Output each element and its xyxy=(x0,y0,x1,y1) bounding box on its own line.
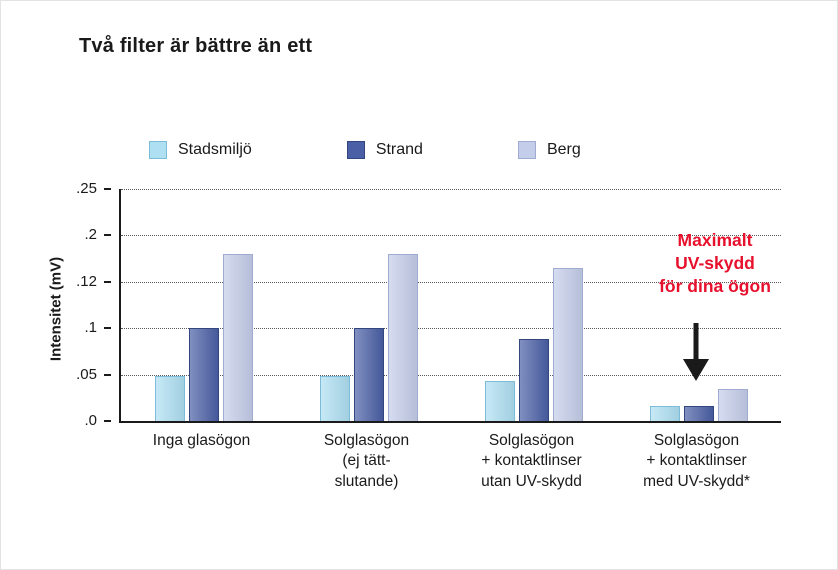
legend-item: Berg xyxy=(517,141,581,159)
bar-stadsmiljö xyxy=(154,375,185,421)
annotation-line: för dina ögon xyxy=(659,276,771,297)
bar-berg xyxy=(552,267,583,421)
chart-title: Två filter är bättre än ett xyxy=(79,35,313,57)
gridline xyxy=(121,235,781,237)
arrow-down-icon xyxy=(683,323,709,381)
plot-area xyxy=(119,189,781,423)
legend-swatch xyxy=(517,141,536,159)
y-tick-mark xyxy=(104,373,111,376)
bar-group xyxy=(319,253,418,421)
legend-item: Stadsmiljö xyxy=(149,141,252,159)
annotation-line: UV-skydd xyxy=(675,253,755,274)
y-tick-label: .05 xyxy=(76,365,97,383)
bar-strand xyxy=(188,328,219,421)
bar-strand xyxy=(683,406,714,421)
bar-stadsmiljö xyxy=(649,406,680,421)
legend-label: Stadsmiljö xyxy=(178,141,252,158)
gridline xyxy=(121,281,781,283)
y-tick-label: .25 xyxy=(76,180,97,197)
gridline xyxy=(121,328,781,330)
gridline xyxy=(121,374,781,376)
legend-label: Strand xyxy=(375,141,423,158)
y-tick-label: .2 xyxy=(84,226,97,244)
bar-stadsmiljö xyxy=(319,375,350,421)
y-tick-mark xyxy=(104,327,111,330)
legend: Stadsmiljö Strand Berg xyxy=(149,141,581,159)
y-tick-label: .1 xyxy=(84,319,97,337)
bar-stadsmiljö xyxy=(484,381,515,421)
y-tick-mark xyxy=(104,188,111,190)
bar-berg xyxy=(222,253,253,421)
bar-berg xyxy=(717,388,748,421)
y-tick-mark xyxy=(104,420,111,422)
y-tick-mark xyxy=(104,280,111,283)
annotation: Maximalt UV-skydd för dina ögon xyxy=(631,229,799,298)
x-category-label: Solglasögon + kontaktlinser med UV-skydd… xyxy=(643,432,750,490)
legend-item: Strand xyxy=(346,141,423,159)
legend-swatch xyxy=(346,141,365,159)
y-tick-label: .12 xyxy=(76,272,97,290)
bar-strand xyxy=(518,339,549,421)
bar-group xyxy=(154,253,253,421)
legend-swatch xyxy=(149,141,167,159)
y-tick-label: .0 xyxy=(84,412,97,429)
annotation-line: Maximalt xyxy=(677,230,753,250)
bar-strand xyxy=(353,328,384,421)
bar-groups xyxy=(121,189,781,421)
gridline xyxy=(121,189,781,190)
legend-label: Berg xyxy=(546,141,581,158)
bar-group xyxy=(484,267,583,421)
y-tick-mark xyxy=(104,234,111,237)
x-axis-labels: Inga glasögon Solglasögon (ej tätt- sluta… xyxy=(119,431,779,492)
bar-berg xyxy=(387,253,418,421)
y-axis-ticks: .25 .2 .12 .1 .05 .0 xyxy=(1,180,113,429)
x-category-label: Solglasögon + kontaktlinser utan UV-skyd… xyxy=(481,432,582,490)
bar-group xyxy=(649,388,748,421)
x-category-label: Solglasögon (ej tätt- slutande) xyxy=(323,432,410,490)
x-category-label: Inga glasögon xyxy=(152,432,251,449)
